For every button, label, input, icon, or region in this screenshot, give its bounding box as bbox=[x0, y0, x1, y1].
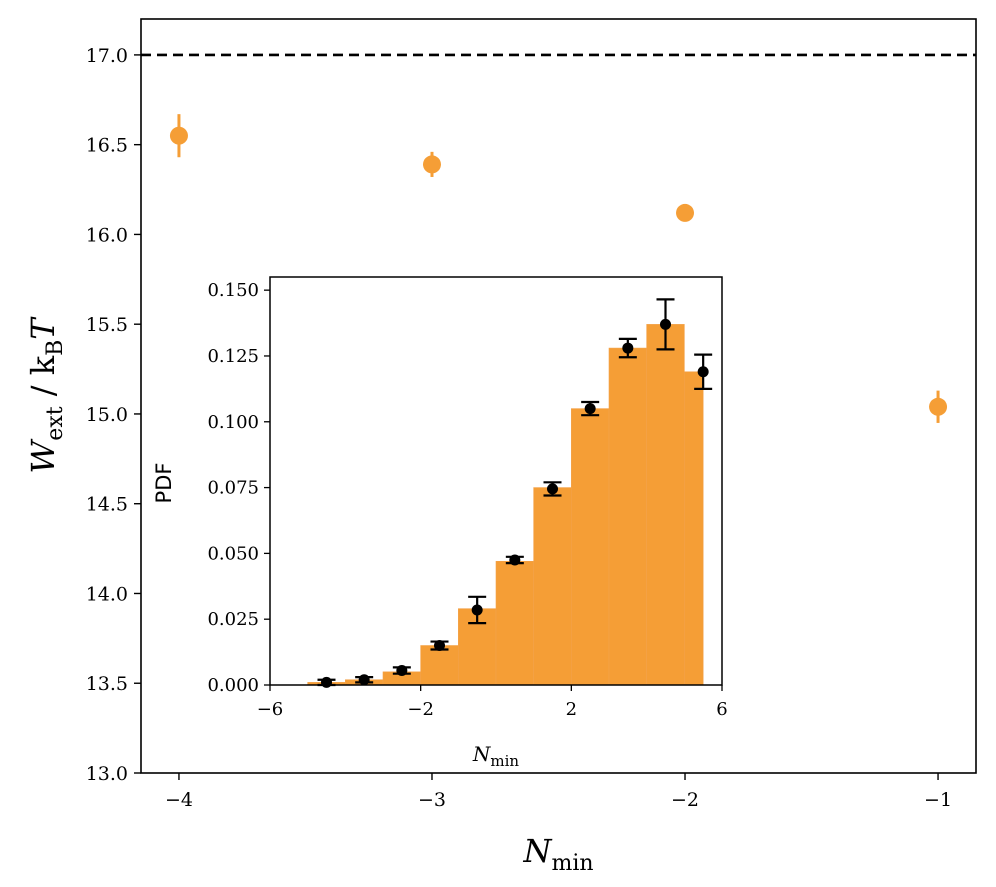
inset-y-tick-label: 0.150 bbox=[207, 280, 259, 301]
x-axis-title: Nmin bbox=[522, 832, 593, 876]
y-tick-label: 16.5 bbox=[86, 135, 128, 157]
y-tick-label: 15.0 bbox=[86, 404, 128, 426]
inset-x-axis-title-main: N bbox=[472, 742, 492, 766]
inset-data-point bbox=[622, 342, 634, 354]
y-axis-title: Wext / kBT bbox=[24, 316, 68, 474]
y-tick-label: 13.0 bbox=[86, 763, 128, 785]
y-axis-title-rest-sub: B bbox=[43, 340, 68, 356]
inset-data-point bbox=[321, 676, 332, 688]
x-tick-label: −4 bbox=[165, 789, 193, 811]
histogram-bar bbox=[420, 645, 459, 686]
inset-x-axis-title: Nmin bbox=[472, 742, 520, 770]
x-tick-label: −1 bbox=[924, 789, 952, 811]
inset-x-tick-label: −6 bbox=[257, 699, 284, 720]
y-tick-label: 13.5 bbox=[86, 673, 128, 695]
data-point bbox=[422, 155, 441, 174]
data-point bbox=[169, 126, 188, 145]
inset-y-tick-label: 0.125 bbox=[207, 346, 259, 367]
inset-axes-frame bbox=[269, 276, 723, 686]
y-tick-label: 16.0 bbox=[86, 224, 128, 246]
y-axis-title-tail: T bbox=[24, 316, 62, 340]
data-point bbox=[676, 203, 695, 222]
y-axis-title-rest: / k bbox=[24, 355, 62, 406]
histogram-bar bbox=[608, 347, 647, 686]
inset-data-point bbox=[547, 483, 558, 495]
inset-y-tick-label: 0.025 bbox=[207, 609, 259, 630]
x-tick-label: −3 bbox=[418, 789, 446, 811]
inset-plot: −6 −2 2 6 0.000 0.025 0.050 0.075 0.100 0.125 0.15… bbox=[152, 276, 728, 770]
y-axis-title-sub: ext bbox=[43, 406, 68, 440]
y-axis-title-main: W bbox=[24, 438, 62, 474]
main-axes-frame bbox=[140, 18, 977, 774]
inset-data-point bbox=[471, 604, 483, 616]
inset-y-tick-label: 0.000 bbox=[207, 675, 259, 696]
histogram-bar bbox=[495, 560, 534, 686]
inset-x-tick-label: 6 bbox=[716, 699, 727, 720]
main-plot: −4 −3 −2 −1 13.0 13.5 14.0 14.5 15.0 15.5 16.0 16.5… bbox=[24, 18, 977, 876]
inset-data-point bbox=[358, 674, 370, 686]
y-tick-label: 14.0 bbox=[86, 583, 128, 605]
x-axis-title-sub: min bbox=[551, 851, 593, 876]
inset-data-point bbox=[660, 318, 671, 330]
inset-y-tick-label: 0.075 bbox=[207, 478, 259, 499]
histogram-bar bbox=[533, 487, 572, 686]
y-tick-label: 15.5 bbox=[86, 314, 128, 336]
inset-data-point bbox=[584, 403, 596, 415]
data-point bbox=[929, 397, 948, 416]
inset-data-point bbox=[509, 554, 521, 566]
histogram-bar bbox=[646, 324, 685, 686]
inset-x-tick-label: −2 bbox=[407, 699, 434, 720]
histogram-bar bbox=[684, 371, 704, 686]
x-tick-label: −2 bbox=[671, 789, 699, 811]
x-axis-title-main: N bbox=[522, 832, 552, 870]
histogram-bar bbox=[571, 408, 610, 686]
inset-data-point bbox=[697, 366, 709, 378]
inset-x-axis-title-sub: min bbox=[490, 752, 519, 770]
inset-x-tick-label: 2 bbox=[566, 699, 577, 720]
y-tick-label: 17.0 bbox=[86, 45, 128, 67]
inset-y-tick-label: 0.050 bbox=[207, 543, 259, 564]
inset-y-axis-title: PDF bbox=[152, 463, 176, 504]
y-tick-label: 14.5 bbox=[86, 494, 128, 516]
inset-data-point bbox=[434, 640, 445, 652]
inset-y-tick-label: 0.100 bbox=[207, 412, 259, 433]
inset-data-point bbox=[396, 665, 408, 677]
